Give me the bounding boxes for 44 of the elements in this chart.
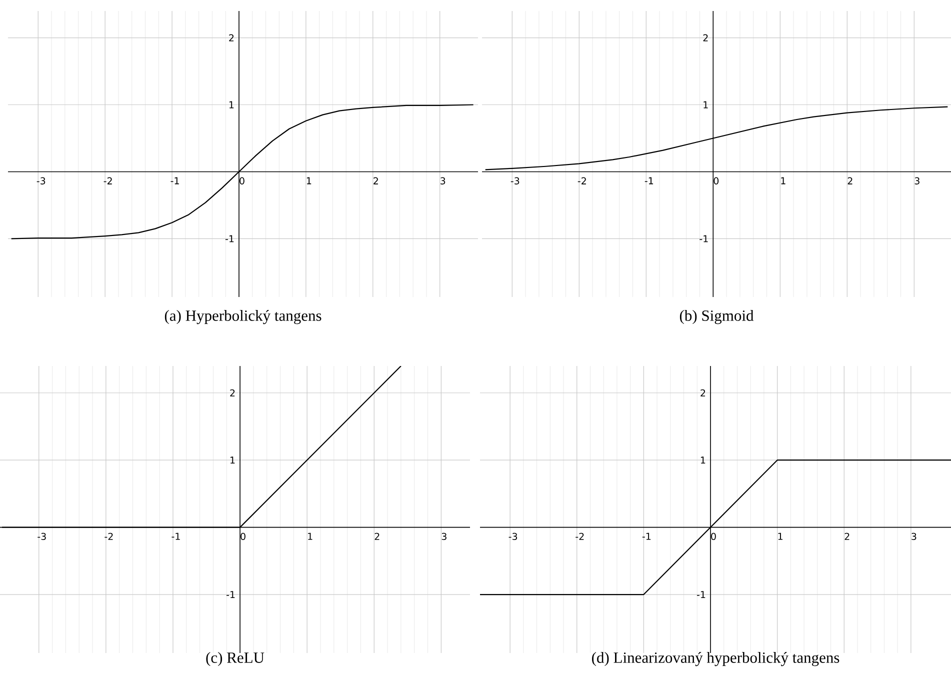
x-tick-label: 1 xyxy=(308,532,312,540)
text: (b) Sigmoid xyxy=(680,310,754,324)
y-tick-label: -1 xyxy=(700,235,708,242)
x-tick-label: 1 xyxy=(778,532,782,540)
x-tick-label: -1 xyxy=(172,532,180,540)
x-tick-label: -1 xyxy=(644,177,654,184)
text: (a) Hyperbolický tangens xyxy=(164,310,322,324)
y-tick-label: 2 xyxy=(229,34,234,42)
y-tick-label: 2 xyxy=(700,389,706,396)
x-tick-label: -2 xyxy=(576,532,584,540)
x-tick-label: 2 xyxy=(844,532,850,540)
x-tick-label: -3 xyxy=(508,532,518,540)
y-tick-label: 2 xyxy=(230,389,235,396)
x-tick-label: -2 xyxy=(104,177,112,184)
x-tick-label: -3 xyxy=(38,532,46,540)
x-tick-label: 3 xyxy=(440,177,446,184)
x-tick-label: 1 xyxy=(306,177,312,184)
y-tick-label: -1 xyxy=(696,591,706,598)
x-tick-label: -2 xyxy=(578,177,586,184)
text: (c) ReLU xyxy=(206,652,264,666)
y-tick-label: 1 xyxy=(230,456,235,464)
x-tick-label: 3 xyxy=(442,532,446,540)
x-tick-label: 3 xyxy=(912,532,916,540)
text: (d) Linearizovaný hyperbolický tangens xyxy=(592,652,840,666)
x-tick-label: 2 xyxy=(848,177,852,184)
x-tick-label: -2 xyxy=(104,532,113,540)
x-tick-label: -1 xyxy=(642,532,651,540)
x-tick-label: 0 xyxy=(240,532,246,540)
x-tick-label: -3 xyxy=(510,177,520,184)
x-tick-label: 1 xyxy=(781,177,786,184)
y-tick-label: 1 xyxy=(229,101,234,108)
y-tick-label: 1 xyxy=(700,456,706,464)
x-tick-label: 3 xyxy=(914,177,920,184)
x-tick-label: -3 xyxy=(36,177,46,184)
x-tick-label: 2 xyxy=(374,532,380,540)
x-tick-label: 0 xyxy=(240,177,244,184)
x-tick-label: 0 xyxy=(714,177,719,184)
x-tick-label: 2 xyxy=(374,177,378,184)
y-tick-label: 1 xyxy=(704,101,708,108)
y-tick-label: -1 xyxy=(226,591,235,598)
y-tick-label: 2 xyxy=(703,34,708,42)
x-tick-label: -1 xyxy=(170,177,179,184)
y-tick-label: -1 xyxy=(225,235,234,242)
x-tick-label: 0 xyxy=(711,532,716,540)
